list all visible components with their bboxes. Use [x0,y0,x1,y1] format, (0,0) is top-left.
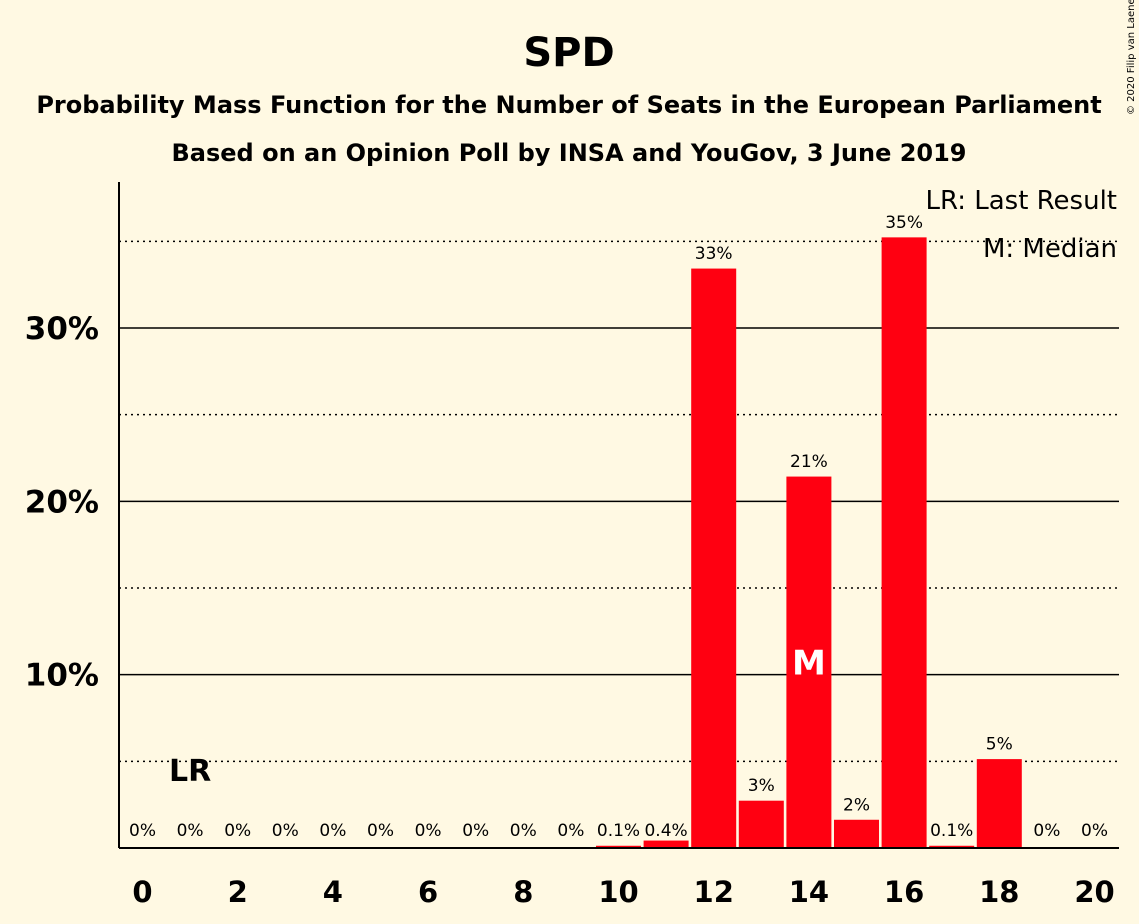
y-tick-label: 30% [25,311,99,347]
bar-label: 35% [885,213,923,233]
x-tick-label: 8 [513,875,533,909]
copyright-notice: © 2020 Filip van Laenen [1126,0,1137,115]
chart-subtitle: Probability Mass Function for the Number… [36,91,1101,119]
x-tick-label: 18 [979,875,1019,909]
median-marker: M [792,644,826,684]
bar [881,237,927,849]
y-tick-label: 10% [25,658,99,694]
x-tick-labels: 0 2 4 6 8 10 12 14 16 18 20 [132,875,1114,909]
legend: LR: Last Result M: Median [925,186,1117,264]
x-tick-label: 10 [598,875,638,909]
gridlines [119,240,1119,763]
axes [118,182,1119,849]
bar-label: 0% [1081,821,1108,841]
bar-label: 3% [748,776,775,796]
bar-label: 0% [224,821,251,841]
bar-label: 0% [462,821,489,841]
bar [834,819,879,849]
last-result-marker: LR [169,754,211,789]
bar-label: 0% [129,821,156,841]
x-tick-label: 0 [132,875,152,909]
y-tick-labels: 10% 20% 30% [25,311,99,694]
bars [596,237,1022,849]
legend-entry: M: Median [983,234,1117,264]
bar [643,840,689,849]
x-tick-label: 14 [789,875,829,909]
bar-labels: 0% 0% 0% 0% 0% 0% 0% 0% 0% 0% 0.1% 0.4%33%3%21%2%35… [129,213,1108,841]
bar-label: 0% [510,821,537,841]
bar-label: 0% [319,821,346,841]
x-tick-label: 16 [884,875,924,909]
bar-label: 0.1% [597,821,640,841]
bar-label: 33% [695,244,733,264]
chart-subtitle-2: Based on an Opinion Poll by INSA and You… [172,139,967,167]
bar [691,268,737,849]
bar-label: 0% [272,821,299,841]
bar [738,800,784,849]
x-tick-label: 2 [228,875,248,909]
legend-entry: LR: Last Result [925,186,1117,216]
x-tick-label: 12 [694,875,734,909]
x-tick-label: 6 [418,875,438,909]
bar-label: 0% [177,821,204,841]
bar-label: 0.1% [930,821,973,841]
bar-label: 0% [557,821,584,841]
y-tick-label: 20% [25,484,99,520]
bar [976,759,1022,849]
x-tick-label: 4 [323,875,343,909]
bar-label: 0.4% [644,821,687,841]
bar-label: 5% [986,735,1013,755]
bar-label: 2% [843,795,870,815]
bar-label: 0% [367,821,394,841]
chart-title: SPD [523,30,614,76]
markers: LR M [169,644,826,789]
bar-label: 21% [790,452,828,472]
bar-label: 0% [415,821,442,841]
bar-label: 0% [1033,821,1060,841]
x-tick-label: 20 [1074,875,1114,909]
